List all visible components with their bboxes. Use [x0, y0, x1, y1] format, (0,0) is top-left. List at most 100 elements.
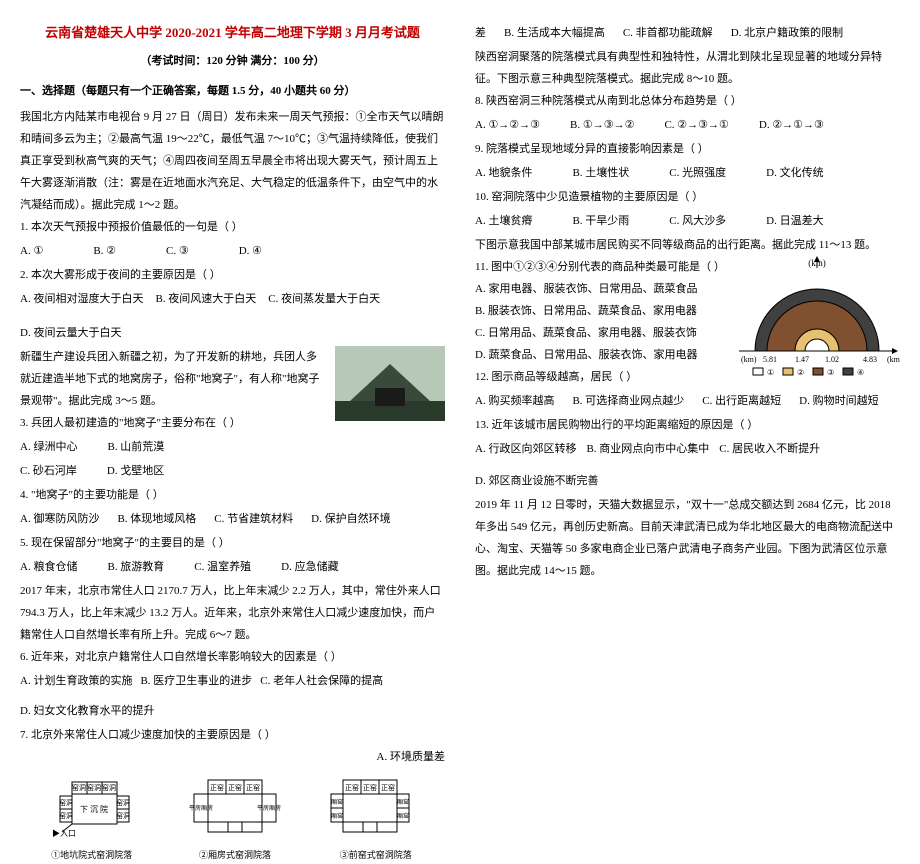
- q8-opt-a: A. ①→②→③: [475, 114, 540, 136]
- q5-opt-c: C. 温室养殖: [194, 556, 251, 578]
- svg-text:5.81: 5.81: [763, 355, 777, 364]
- svg-text:(km): (km): [887, 355, 900, 364]
- q7-stem: 7. 北京外来常住人口减少速度加快的主要原因是（ ）: [20, 724, 445, 746]
- q8-opt-c: C. ②→③→①: [664, 114, 728, 136]
- q6-opt-d: D. 妇女文化教育水平的提升: [20, 700, 154, 722]
- q6-opt-c: C. 老年人社会保障的提高: [260, 670, 383, 692]
- q5-opt-b: B. 旅游教育: [107, 556, 164, 578]
- svg-text:①: ①: [767, 368, 774, 377]
- svg-text:(km): (km): [741, 355, 757, 364]
- q2-opt-c: C. 夜间蒸发量大于白天: [268, 288, 380, 310]
- radial-chart-icon: (km) (km) 5.81 1.47 1.02 4.83 (km) ① ② ③…: [735, 256, 900, 381]
- q3-opt-c: C. 砂石河岸: [20, 460, 77, 482]
- q10-opt-c: C. 风大沙多: [669, 210, 726, 232]
- q4-options: A. 御寒防风防沙 B. 体现地域风格 C. 节省建筑材料 D. 保护自然环境: [20, 508, 445, 530]
- q7-opt-d: D. 北京户籍政策的限制: [731, 22, 843, 44]
- diagram-2: 正窑 正窑 正窑 平房厢房 平房厢房 ②厢房式窑洞院落: [180, 774, 290, 864]
- svg-text:厢窑: 厢窑: [397, 798, 409, 806]
- svg-text:正窑: 正窑: [345, 783, 359, 792]
- q6-opt-b: B. 医疗卫生事业的进步: [140, 670, 252, 692]
- section-a-heading: 一、选择题（每题只有一个正确答案，每题 1.5 分，40 小题共 60 分）: [20, 80, 445, 102]
- svg-text:②: ②: [797, 368, 804, 377]
- q4-stem: 4. "地窝子"的主要功能是（ ）: [20, 484, 445, 506]
- q5-opt-a: A. 粮食仓储: [20, 556, 77, 578]
- q12-opt-a: A. 购买频率越高: [475, 390, 554, 412]
- svg-text:1.47: 1.47: [795, 355, 809, 364]
- q4-opt-d: D. 保护自然环境: [311, 508, 390, 530]
- q13-opt-d: D. 郊区商业设施不断完善: [475, 470, 598, 492]
- svg-text:④: ④: [857, 368, 864, 377]
- q9-options: A. 地貌条件 B. 土壤性状 C. 光照强度 D. 文化传统: [475, 162, 900, 184]
- q9-opt-d: D. 文化传统: [766, 162, 823, 184]
- q9-stem: 9. 院落模式呈现地域分异的直接影响因素是（ ）: [475, 138, 900, 160]
- q1-options: A. ① B. ② C. ③ D. ④: [20, 240, 445, 262]
- passage-4: 陕西窑洞聚落的院落模式具有典型性和独特性，从渭北到陕北呈现显著的地域分异特征。下…: [475, 46, 900, 90]
- q9-opt-a: A. 地貌条件: [475, 162, 532, 184]
- svg-text:窑洞: 窑洞: [72, 783, 86, 792]
- q7-opt-b: B. 生活成本大幅提高: [504, 22, 605, 44]
- svg-text:正窑: 正窑: [246, 783, 260, 792]
- q13-opt-a: A. 行政区向郊区转移: [475, 438, 576, 460]
- passage-5: 下图示意我国中部某城市居民购买不同等级商品的出行距离。据此完成 11～13 题。: [475, 234, 900, 256]
- q12-options: A. 购买频率越高 B. 可选择商业网点越少 C. 出行距离越短 D. 购物时间…: [475, 390, 900, 412]
- q8-options: A. ①→②→③ B. ①→③→② C. ②→③→① D. ②→①→③: [475, 114, 900, 136]
- svg-text:正窑: 正窑: [363, 783, 377, 792]
- q2-opt-b: B. 夜间风速大于白天: [155, 288, 256, 310]
- q7-opt-c: C. 非首都功能疏解: [623, 22, 713, 44]
- diagram-1-caption: ①地坑院式窑洞院落: [37, 846, 147, 864]
- q13-stem: 13. 近年该城市居民购物出行的平均距离缩短的原因是（ ）: [475, 414, 900, 436]
- svg-text:4.83: 4.83: [863, 355, 877, 364]
- svg-text:正窑: 正窑: [381, 783, 395, 792]
- svg-text:③: ③: [827, 368, 834, 377]
- house-icon: [335, 346, 445, 421]
- svg-text:窑洞: 窑洞: [87, 783, 101, 792]
- passage-1: 我国北方内陆某市电视台 9 月 27 日（周日）发布未来一周天气预报：①全市天气…: [20, 106, 445, 216]
- diagram-1-icon: 下 沉 院 窑洞 窑洞 窑洞 窑洞 窑洞 窑洞 窑洞 ▶入口: [37, 774, 147, 844]
- q9-opt-b: B. 土壤性状: [572, 162, 629, 184]
- q8-opt-b: B. ①→③→②: [570, 114, 634, 136]
- svg-text:厢窑: 厢窑: [331, 798, 343, 806]
- svg-text:窑洞: 窑洞: [102, 783, 116, 792]
- q13-options: A. 行政区向郊区转移 B. 商业网点向市中心集中 C. 居民收入不断提升 D.…: [475, 438, 900, 492]
- q3-opt-d: D. 戈壁地区: [107, 460, 164, 482]
- exam-title: 云南省楚雄天人中学 2020-2021 学年高二地理下学期 3 月月考试题: [20, 20, 445, 46]
- svg-text:窑洞: 窑洞: [116, 798, 130, 807]
- q3-opt-b: B. 山前荒漠: [107, 436, 164, 458]
- q2-options: A. 夜间相对湿度大于白天 B. 夜间风速大于白天 C. 夜间蒸发量大于白天 D…: [20, 288, 445, 344]
- q1-opt-c: C. ③: [166, 240, 189, 262]
- diagram-3-icon: 正窑 正窑 正窑 厢窑 厢窑 厢窑 厢窑: [323, 774, 428, 844]
- svg-text:窑洞: 窑洞: [116, 811, 130, 820]
- svg-text:平房厢房: 平房厢房: [189, 804, 213, 812]
- q5-options: A. 粮食仓储 B. 旅游教育 C. 温室养殖 D. 应急储藏: [20, 556, 445, 578]
- q8-stem: 8. 陕西窑洞三种院落模式从南到北总体分布趋势是（ ）: [475, 90, 900, 112]
- q6-opt-a: A. 计划生育政策的实施: [20, 670, 132, 692]
- q8-opt-d: D. ②→①→③: [759, 114, 824, 136]
- diagram-1: 下 沉 院 窑洞 窑洞 窑洞 窑洞 窑洞 窑洞 窑洞 ▶入口 ①地坑院式窑洞院落: [37, 774, 147, 864]
- q1-stem: 1. 本次天气预报中预报价值最低的一句是（ ）: [20, 216, 445, 238]
- q1-opt-b: B. ②: [93, 240, 116, 262]
- q2-opt-d: D. 夜间云量大于白天: [20, 322, 121, 344]
- svg-text:厢窑: 厢窑: [331, 812, 343, 820]
- svg-text:正窑: 正窑: [228, 783, 242, 792]
- q12-opt-c: C. 出行距离越短: [702, 390, 781, 412]
- q3-options-2: C. 砂石河岸 D. 戈壁地区: [20, 460, 445, 482]
- q10-opt-a: A. 土壤贫瘠: [475, 210, 532, 232]
- q6-options: A. 计划生育政策的实施 B. 医疗卫生事业的进步 C. 老年人社会保障的提高 …: [20, 670, 445, 722]
- q12-opt-b: B. 可选择商业网点越少: [572, 390, 684, 412]
- q2-opt-a: A. 夜间相对湿度大于白天: [20, 288, 143, 310]
- house-photo: [335, 346, 445, 423]
- svg-text:下 沉 院: 下 沉 院: [80, 804, 108, 814]
- diagram-3: 正窑 正窑 正窑 厢窑 厢窑 厢窑 厢窑 ③前窑式窑洞院落: [323, 774, 428, 864]
- svg-text:厢窑: 厢窑: [397, 812, 409, 820]
- q4-opt-c: C. 节省建筑材料: [214, 508, 293, 530]
- q9-opt-c: C. 光照强度: [669, 162, 726, 184]
- q5-stem: 5. 现在保留部分"地窝子"的主要目的是（ ）: [20, 532, 445, 554]
- courtyard-diagrams: 下 沉 院 窑洞 窑洞 窑洞 窑洞 窑洞 窑洞 窑洞 ▶入口 ①地坑院式窑洞院落…: [20, 774, 445, 864]
- q7-filler: 差: [475, 22, 486, 44]
- exam-subtitle: （考试时间：120 分钟 满分：100 分）: [20, 50, 445, 72]
- left-column: 云南省楚雄天人中学 2020-2021 学年高二地理下学期 3 月月考试题 （考…: [20, 20, 445, 630]
- q7-opt-a: A. 环境质量差: [20, 746, 445, 768]
- svg-text:正窑: 正窑: [210, 783, 224, 792]
- q10-opt-b: B. 干旱少雨: [572, 210, 629, 232]
- passage-6: 2019 年 11 月 12 日零时，天猫大数据显示，"双十一"总成交额达到 2…: [475, 494, 900, 582]
